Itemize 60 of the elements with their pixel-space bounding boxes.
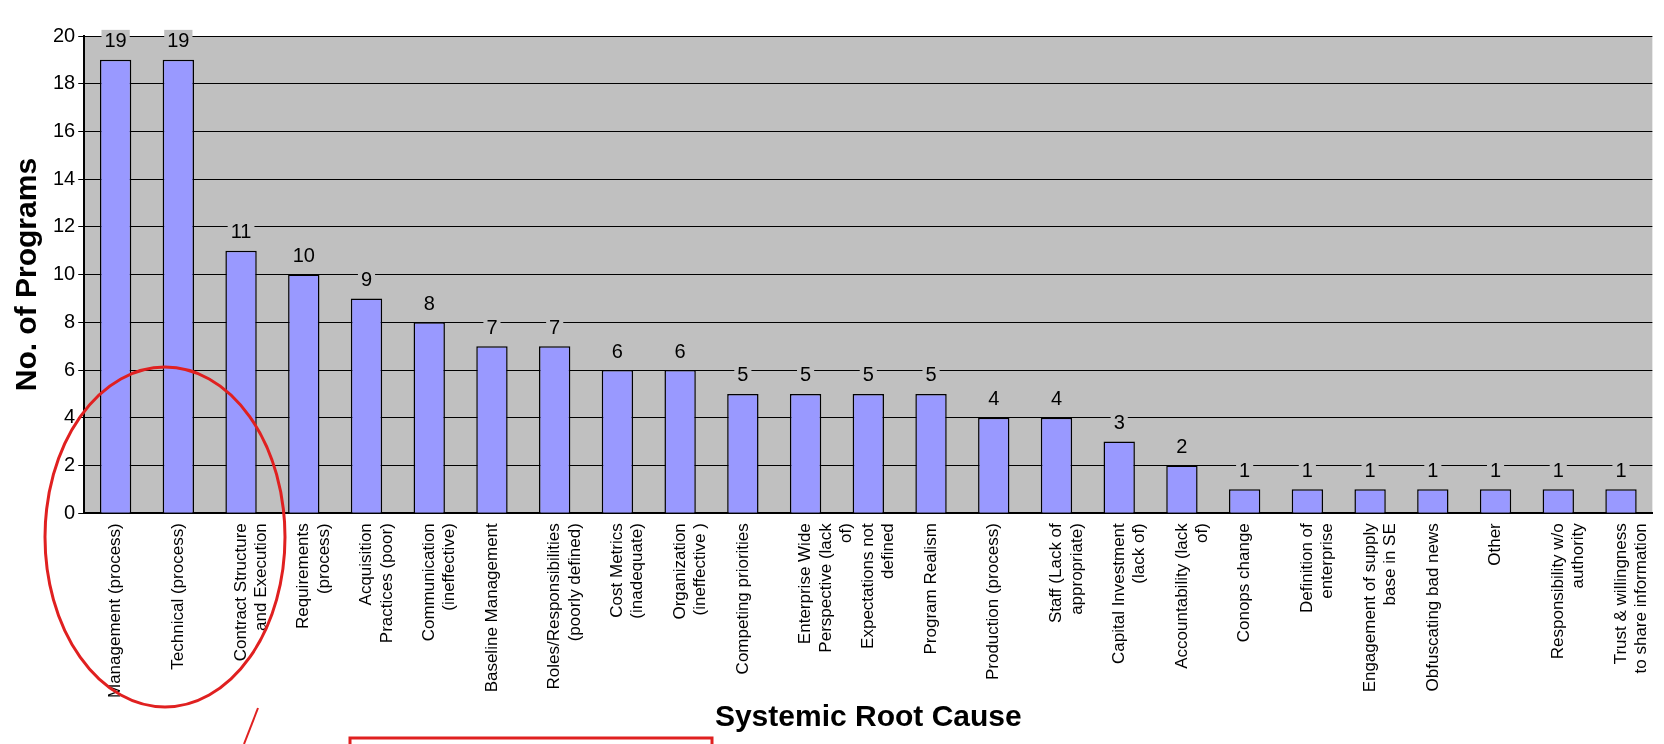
y-tick-label: 4	[64, 405, 76, 428]
x-tick-label: Contract Structure and Execution	[230, 523, 271, 662]
data-label: 5	[737, 363, 749, 386]
data-label: 1	[1489, 458, 1502, 481]
x-tick-label: Accountability (lack of)	[1171, 522, 1212, 669]
data-label: 8	[423, 291, 435, 314]
x-tick-label: Obfuscating bad news	[1422, 523, 1442, 692]
x-tick-label: Technical (process)	[168, 523, 188, 670]
data-label: 2	[1176, 435, 1188, 457]
x-tick-label: Competing priorities	[732, 523, 752, 675]
x-tick-label: Responsibility w/o authority	[1547, 522, 1588, 660]
data-label: 6	[674, 339, 686, 362]
data-label: 5	[925, 363, 937, 386]
data-label: 19	[104, 29, 127, 52]
data-label: 4	[988, 387, 1000, 410]
data-label: 4	[1050, 387, 1063, 410]
x-tick-label: Acquisition Practices (poor)	[356, 523, 396, 644]
x-tick-label: Production (process)	[983, 523, 1003, 681]
x-tick-label: Program Realism	[920, 523, 940, 655]
data-label: 7	[549, 315, 561, 338]
data-label: 10	[292, 244, 315, 267]
data-label: 9	[360, 267, 373, 290]
y-tick-label: 16	[53, 118, 76, 141]
data-label: 1	[1239, 458, 1251, 481]
data-label: 7	[486, 315, 498, 338]
y-tick-label: 20	[53, 23, 76, 46]
data-label: 1	[1552, 458, 1564, 481]
x-tick-label: Roles/Responsibilities (poorly defined)	[544, 523, 584, 690]
x-tick-label: Definition of enterprise	[1297, 522, 1337, 613]
data-label: 11	[230, 220, 252, 243]
x-tick-label: Organization (ineffective )	[669, 523, 710, 620]
data-label: 1	[1364, 458, 1376, 481]
data-label: 5	[800, 363, 812, 386]
y-tick-label: 8	[64, 309, 76, 332]
x-tick-label: Communication (ineffective)	[418, 523, 459, 642]
x-tick-label: Management (process)	[105, 523, 125, 699]
x-tick-label: Baseline Management	[481, 522, 501, 693]
y-tick-label: 14	[53, 166, 76, 189]
data-label: 3	[1113, 411, 1125, 434]
x-axis-title: Systemic Root Cause	[714, 699, 1022, 733]
x-tick-label: Other	[1485, 522, 1505, 566]
x-tick-label: Requirements (process)	[293, 523, 333, 630]
y-tick-label: 0	[64, 500, 76, 523]
y-tick-label: 18	[53, 71, 76, 94]
data-label: 6	[611, 339, 623, 362]
y-axis-title: No. of Programs	[9, 157, 43, 392]
x-tick-label: Staff (Lack of appropriate)	[1046, 522, 1086, 624]
data-label: 5	[862, 363, 874, 386]
y-tick-label: 2	[64, 453, 76, 475]
data-label: 1	[1301, 458, 1313, 481]
data-label: 1	[1427, 458, 1439, 481]
y-tick-label: 6	[64, 357, 76, 380]
data-label: 1	[1615, 458, 1627, 481]
data-label: 19	[167, 29, 190, 52]
x-tick-label: Enterprise Wide Perspective (lack of)	[795, 522, 856, 653]
y-tick-label: 10	[53, 262, 76, 285]
x-tick-label: Capital Investment (lack of)	[1108, 522, 1149, 664]
x-tick-label: Cost Metrics (inadequate)	[607, 523, 647, 619]
x-tick-label: Conops change	[1234, 523, 1254, 643]
y-tick-label: 12	[53, 214, 76, 237]
